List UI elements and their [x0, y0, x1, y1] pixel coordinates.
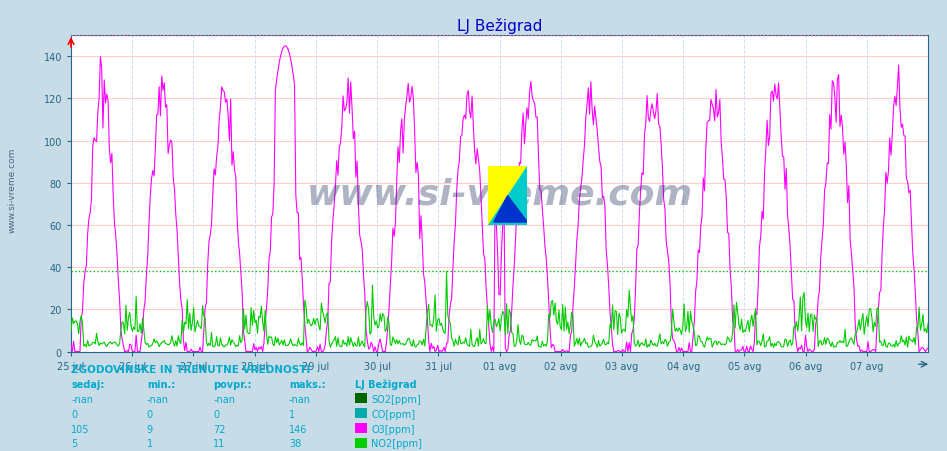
Text: 9: 9: [147, 423, 152, 433]
Text: 146: 146: [289, 423, 307, 433]
Text: -nan: -nan: [147, 394, 169, 404]
Polygon shape: [488, 167, 527, 226]
Text: 1: 1: [147, 438, 152, 448]
Text: maks.:: maks.:: [289, 379, 326, 389]
Text: NO2[ppm]: NO2[ppm]: [371, 438, 422, 448]
Text: 11: 11: [213, 438, 225, 448]
Text: -nan: -nan: [289, 394, 311, 404]
Text: 0: 0: [147, 409, 152, 419]
Text: min.:: min.:: [147, 379, 175, 389]
Text: CO[ppm]: CO[ppm]: [371, 409, 416, 419]
Text: 1: 1: [289, 409, 295, 419]
Text: LJ Bežigrad: LJ Bežigrad: [355, 378, 417, 389]
Polygon shape: [488, 167, 527, 226]
Text: 38: 38: [289, 438, 301, 448]
Text: povpr.:: povpr.:: [213, 379, 252, 389]
Text: -nan: -nan: [71, 394, 93, 404]
Text: 0: 0: [213, 409, 219, 419]
Title: LJ Bežigrad: LJ Bežigrad: [456, 18, 543, 33]
Text: 5: 5: [71, 438, 78, 448]
Text: SO2[ppm]: SO2[ppm]: [371, 394, 421, 404]
Text: -nan: -nan: [213, 394, 235, 404]
Text: 0: 0: [71, 409, 77, 419]
Text: www.si-vreme.com: www.si-vreme.com: [8, 147, 17, 232]
Text: sedaj:: sedaj:: [71, 379, 104, 389]
Polygon shape: [493, 196, 527, 223]
Text: 105: 105: [71, 423, 90, 433]
Text: www.si-vreme.com: www.si-vreme.com: [307, 177, 692, 211]
Text: ZGODOVINSKE IN TRENUTNE VREDNOSTI: ZGODOVINSKE IN TRENUTNE VREDNOSTI: [71, 364, 311, 374]
Text: O3[ppm]: O3[ppm]: [371, 423, 415, 433]
Text: 72: 72: [213, 423, 225, 433]
